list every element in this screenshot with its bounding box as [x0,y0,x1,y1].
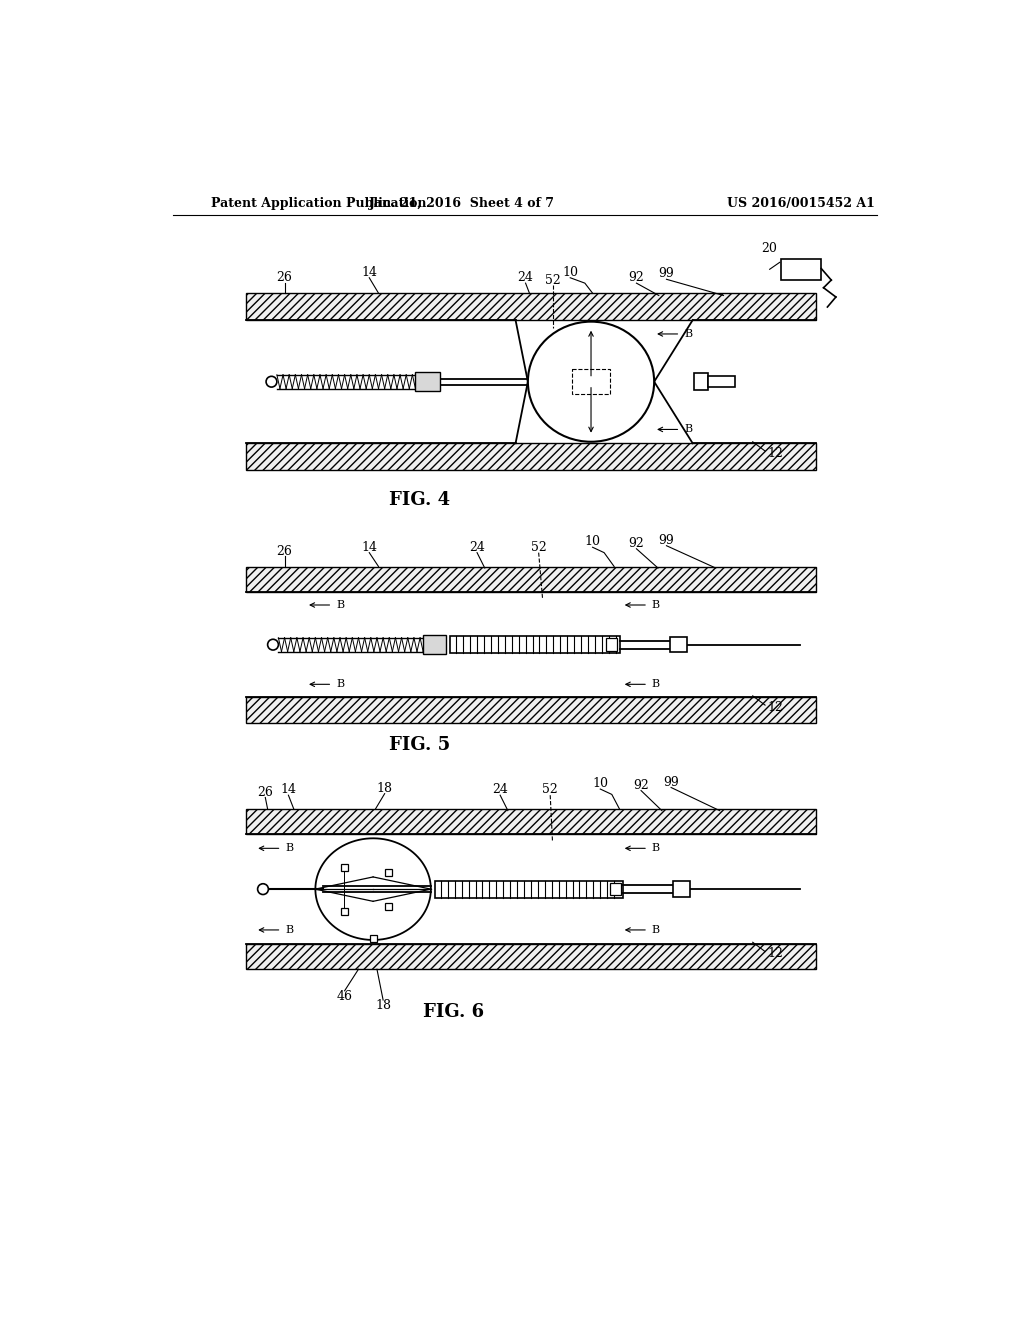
Text: B: B [652,925,660,935]
Bar [708,376,735,387]
Text: B: B [684,329,692,339]
Text: 26: 26 [257,785,273,799]
Text: 12: 12 [767,446,783,459]
Text: B: B [652,680,660,689]
Text: B: B [652,843,660,853]
Bar [385,903,392,909]
Bar [341,865,348,871]
Text: B: B [336,680,344,689]
Text: B: B [336,601,344,610]
Bar [385,869,392,876]
Text: 12: 12 [767,701,783,714]
Bar [781,259,821,280]
Text: 24: 24 [469,541,485,554]
Bar [246,566,816,591]
Bar [246,809,816,834]
Text: 24: 24 [518,271,534,284]
Bar [435,880,624,898]
Bar [423,635,446,653]
Text: B: B [286,925,294,935]
Text: 10: 10 [585,536,600,548]
Text: 26: 26 [276,545,293,557]
Ellipse shape [528,322,654,442]
Text: 24: 24 [493,783,508,796]
Text: 52: 52 [543,783,558,796]
Text: 18: 18 [377,781,392,795]
Text: 99: 99 [664,776,679,788]
Text: Patent Application Publication: Patent Application Publication [211,197,427,210]
Text: B: B [286,843,294,853]
Text: 99: 99 [658,533,675,546]
Text: 26: 26 [276,271,293,284]
Text: 10: 10 [592,777,608,791]
Text: 92: 92 [633,779,649,792]
Text: 14: 14 [281,783,296,796]
Text: 99: 99 [658,268,675,280]
Bar [571,370,610,395]
Text: 52: 52 [546,273,561,286]
Circle shape [267,639,279,649]
Bar [451,636,620,653]
Bar [246,444,816,470]
Bar [674,882,690,896]
Bar [246,944,816,969]
Text: 92: 92 [629,537,644,550]
Text: B: B [652,601,660,610]
Bar [670,638,686,652]
Bar [416,372,440,391]
Bar [246,293,816,321]
Circle shape [258,884,268,895]
Text: B: B [684,425,692,434]
Text: 14: 14 [361,265,377,279]
Bar [610,883,621,895]
Text: 12: 12 [767,948,783,961]
Text: 18: 18 [375,999,391,1012]
Text: 14: 14 [361,541,377,554]
Text: FIG. 6: FIG. 6 [423,1003,484,1020]
Text: 92: 92 [629,271,644,284]
Circle shape [266,376,276,387]
Text: 20: 20 [761,242,776,255]
Bar [370,936,377,942]
Text: 52: 52 [530,541,547,554]
Text: 10: 10 [562,265,579,279]
Bar [246,697,816,723]
Bar [694,374,708,391]
Text: FIG. 4: FIG. 4 [389,491,450,508]
Text: 46: 46 [337,990,352,1003]
Text: Jan. 21, 2016  Sheet 4 of 7: Jan. 21, 2016 Sheet 4 of 7 [369,197,555,210]
Text: FIG. 5: FIG. 5 [389,737,450,754]
Bar [606,639,617,651]
Bar [341,908,348,915]
Text: US 2016/0015452 A1: US 2016/0015452 A1 [727,197,876,210]
